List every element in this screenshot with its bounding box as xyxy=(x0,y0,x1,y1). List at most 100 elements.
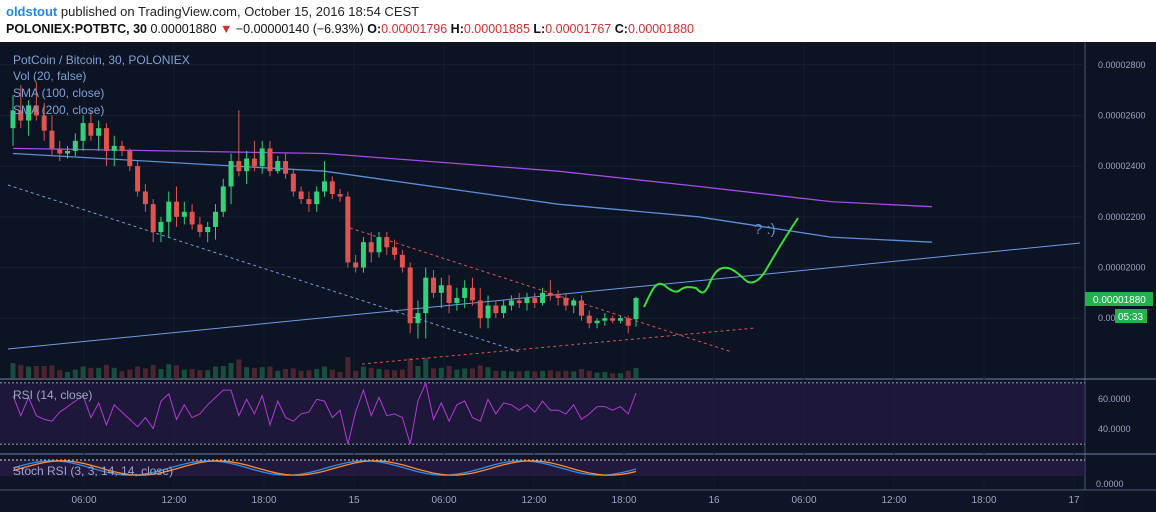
chart-canvas[interactable]: ? :) 0.00002800 0.00002600 0.00002400 0.000… xyxy=(0,42,1156,512)
candle[interactable] xyxy=(407,262,413,334)
candle[interactable] xyxy=(469,277,475,306)
candle[interactable] xyxy=(508,295,514,311)
candle[interactable] xyxy=(586,310,592,329)
candle[interactable] xyxy=(423,267,429,339)
candle[interactable] xyxy=(158,216,164,243)
candle[interactable] xyxy=(462,280,468,309)
candle[interactable] xyxy=(360,237,366,273)
candle[interactable] xyxy=(142,183,148,212)
volume-bar xyxy=(10,363,16,379)
candle[interactable] xyxy=(322,161,327,197)
candle[interactable] xyxy=(119,140,125,157)
candle[interactable] xyxy=(578,295,584,321)
candle[interactable] xyxy=(306,191,312,212)
candle[interactable] xyxy=(547,280,553,301)
candle[interactable] xyxy=(111,135,117,167)
candle[interactable] xyxy=(197,216,203,238)
candle[interactable] xyxy=(540,287,546,306)
candle[interactable] xyxy=(244,150,250,184)
candle[interactable] xyxy=(127,148,133,172)
candle[interactable] xyxy=(493,300,499,319)
candle[interactable] xyxy=(103,123,109,167)
candle[interactable] xyxy=(485,295,491,329)
annotation-text[interactable]: ? :) xyxy=(754,221,776,238)
candle[interactable] xyxy=(212,204,218,240)
candle[interactable] xyxy=(10,95,16,146)
candle[interactable] xyxy=(610,315,616,324)
candle[interactable] xyxy=(532,292,538,309)
candle[interactable] xyxy=(368,232,374,263)
candle[interactable] xyxy=(290,168,296,197)
candle[interactable] xyxy=(181,201,187,225)
candle[interactable] xyxy=(415,300,421,339)
candle[interactable] xyxy=(571,297,577,314)
candle[interactable] xyxy=(96,120,102,151)
candle[interactable] xyxy=(80,115,86,151)
sma100-line[interactable] xyxy=(12,152,932,243)
author-link[interactable]: oldstout xyxy=(6,4,58,19)
candle[interactable] xyxy=(516,292,522,309)
candle[interactable] xyxy=(563,292,569,311)
candle[interactable] xyxy=(166,191,172,238)
volume-bar xyxy=(353,370,359,379)
candle[interactable] xyxy=(353,254,359,273)
candle[interactable] xyxy=(446,275,452,314)
candle[interactable] xyxy=(633,296,639,327)
volume-bar xyxy=(212,366,218,379)
candle[interactable] xyxy=(57,140,63,162)
price-pane[interactable] xyxy=(0,42,1085,379)
candle[interactable] xyxy=(399,249,405,273)
candle[interactable] xyxy=(298,186,304,205)
close-label: C: xyxy=(614,22,628,36)
candle[interactable] xyxy=(477,287,483,329)
volume-bar xyxy=(571,371,577,379)
candle[interactable] xyxy=(329,176,335,200)
projection-path[interactable] xyxy=(643,217,799,308)
candle[interactable] xyxy=(337,188,343,202)
candle[interactable] xyxy=(18,85,24,129)
candle[interactable] xyxy=(259,140,265,174)
candle[interactable] xyxy=(189,204,195,230)
time-axis[interactable]: 06:00 12:00 18:00 15 06:00 12:00 18:00 16 06:00 1… xyxy=(71,495,1080,506)
candle[interactable] xyxy=(33,82,39,121)
candle[interactable] xyxy=(72,133,78,157)
resistance-line[interactable] xyxy=(349,227,733,353)
candle[interactable] xyxy=(49,115,55,157)
candle[interactable] xyxy=(345,191,351,268)
candle[interactable] xyxy=(135,161,141,197)
candle[interactable] xyxy=(251,140,257,172)
candle[interactable] xyxy=(617,315,623,324)
candle[interactable] xyxy=(41,102,47,141)
volume-bar xyxy=(423,358,429,379)
candle[interactable] xyxy=(174,186,180,227)
sma200-line[interactable] xyxy=(12,147,932,208)
candle[interactable] xyxy=(392,239,398,260)
candle[interactable] xyxy=(220,178,226,217)
candle[interactable] xyxy=(384,232,390,255)
candle[interactable] xyxy=(555,290,561,306)
candle[interactable] xyxy=(431,270,437,298)
candle[interactable] xyxy=(26,100,32,136)
candle[interactable] xyxy=(501,300,507,319)
candle[interactable] xyxy=(454,287,460,311)
candle[interactable] xyxy=(267,140,273,177)
y-tick-label: 0.00002400 xyxy=(1098,161,1146,171)
candle[interactable] xyxy=(314,186,320,212)
candle[interactable] xyxy=(205,221,211,243)
price-axis[interactable] xyxy=(1085,42,1156,512)
x-tick-label: 16 xyxy=(708,495,720,506)
candle[interactable] xyxy=(524,292,530,311)
candle[interactable] xyxy=(275,156,281,174)
candle[interactable] xyxy=(602,313,608,326)
candle[interactable] xyxy=(438,277,444,309)
x-tick-label: 06:00 xyxy=(791,495,816,506)
candle[interactable] xyxy=(376,232,382,258)
candle[interactable] xyxy=(65,145,71,159)
candle[interactable] xyxy=(625,315,631,334)
candle[interactable] xyxy=(88,110,94,141)
candle[interactable] xyxy=(228,153,234,205)
candle[interactable] xyxy=(236,110,242,177)
candle[interactable] xyxy=(283,153,289,179)
candle[interactable] xyxy=(594,318,600,329)
candle[interactable] xyxy=(150,199,156,243)
